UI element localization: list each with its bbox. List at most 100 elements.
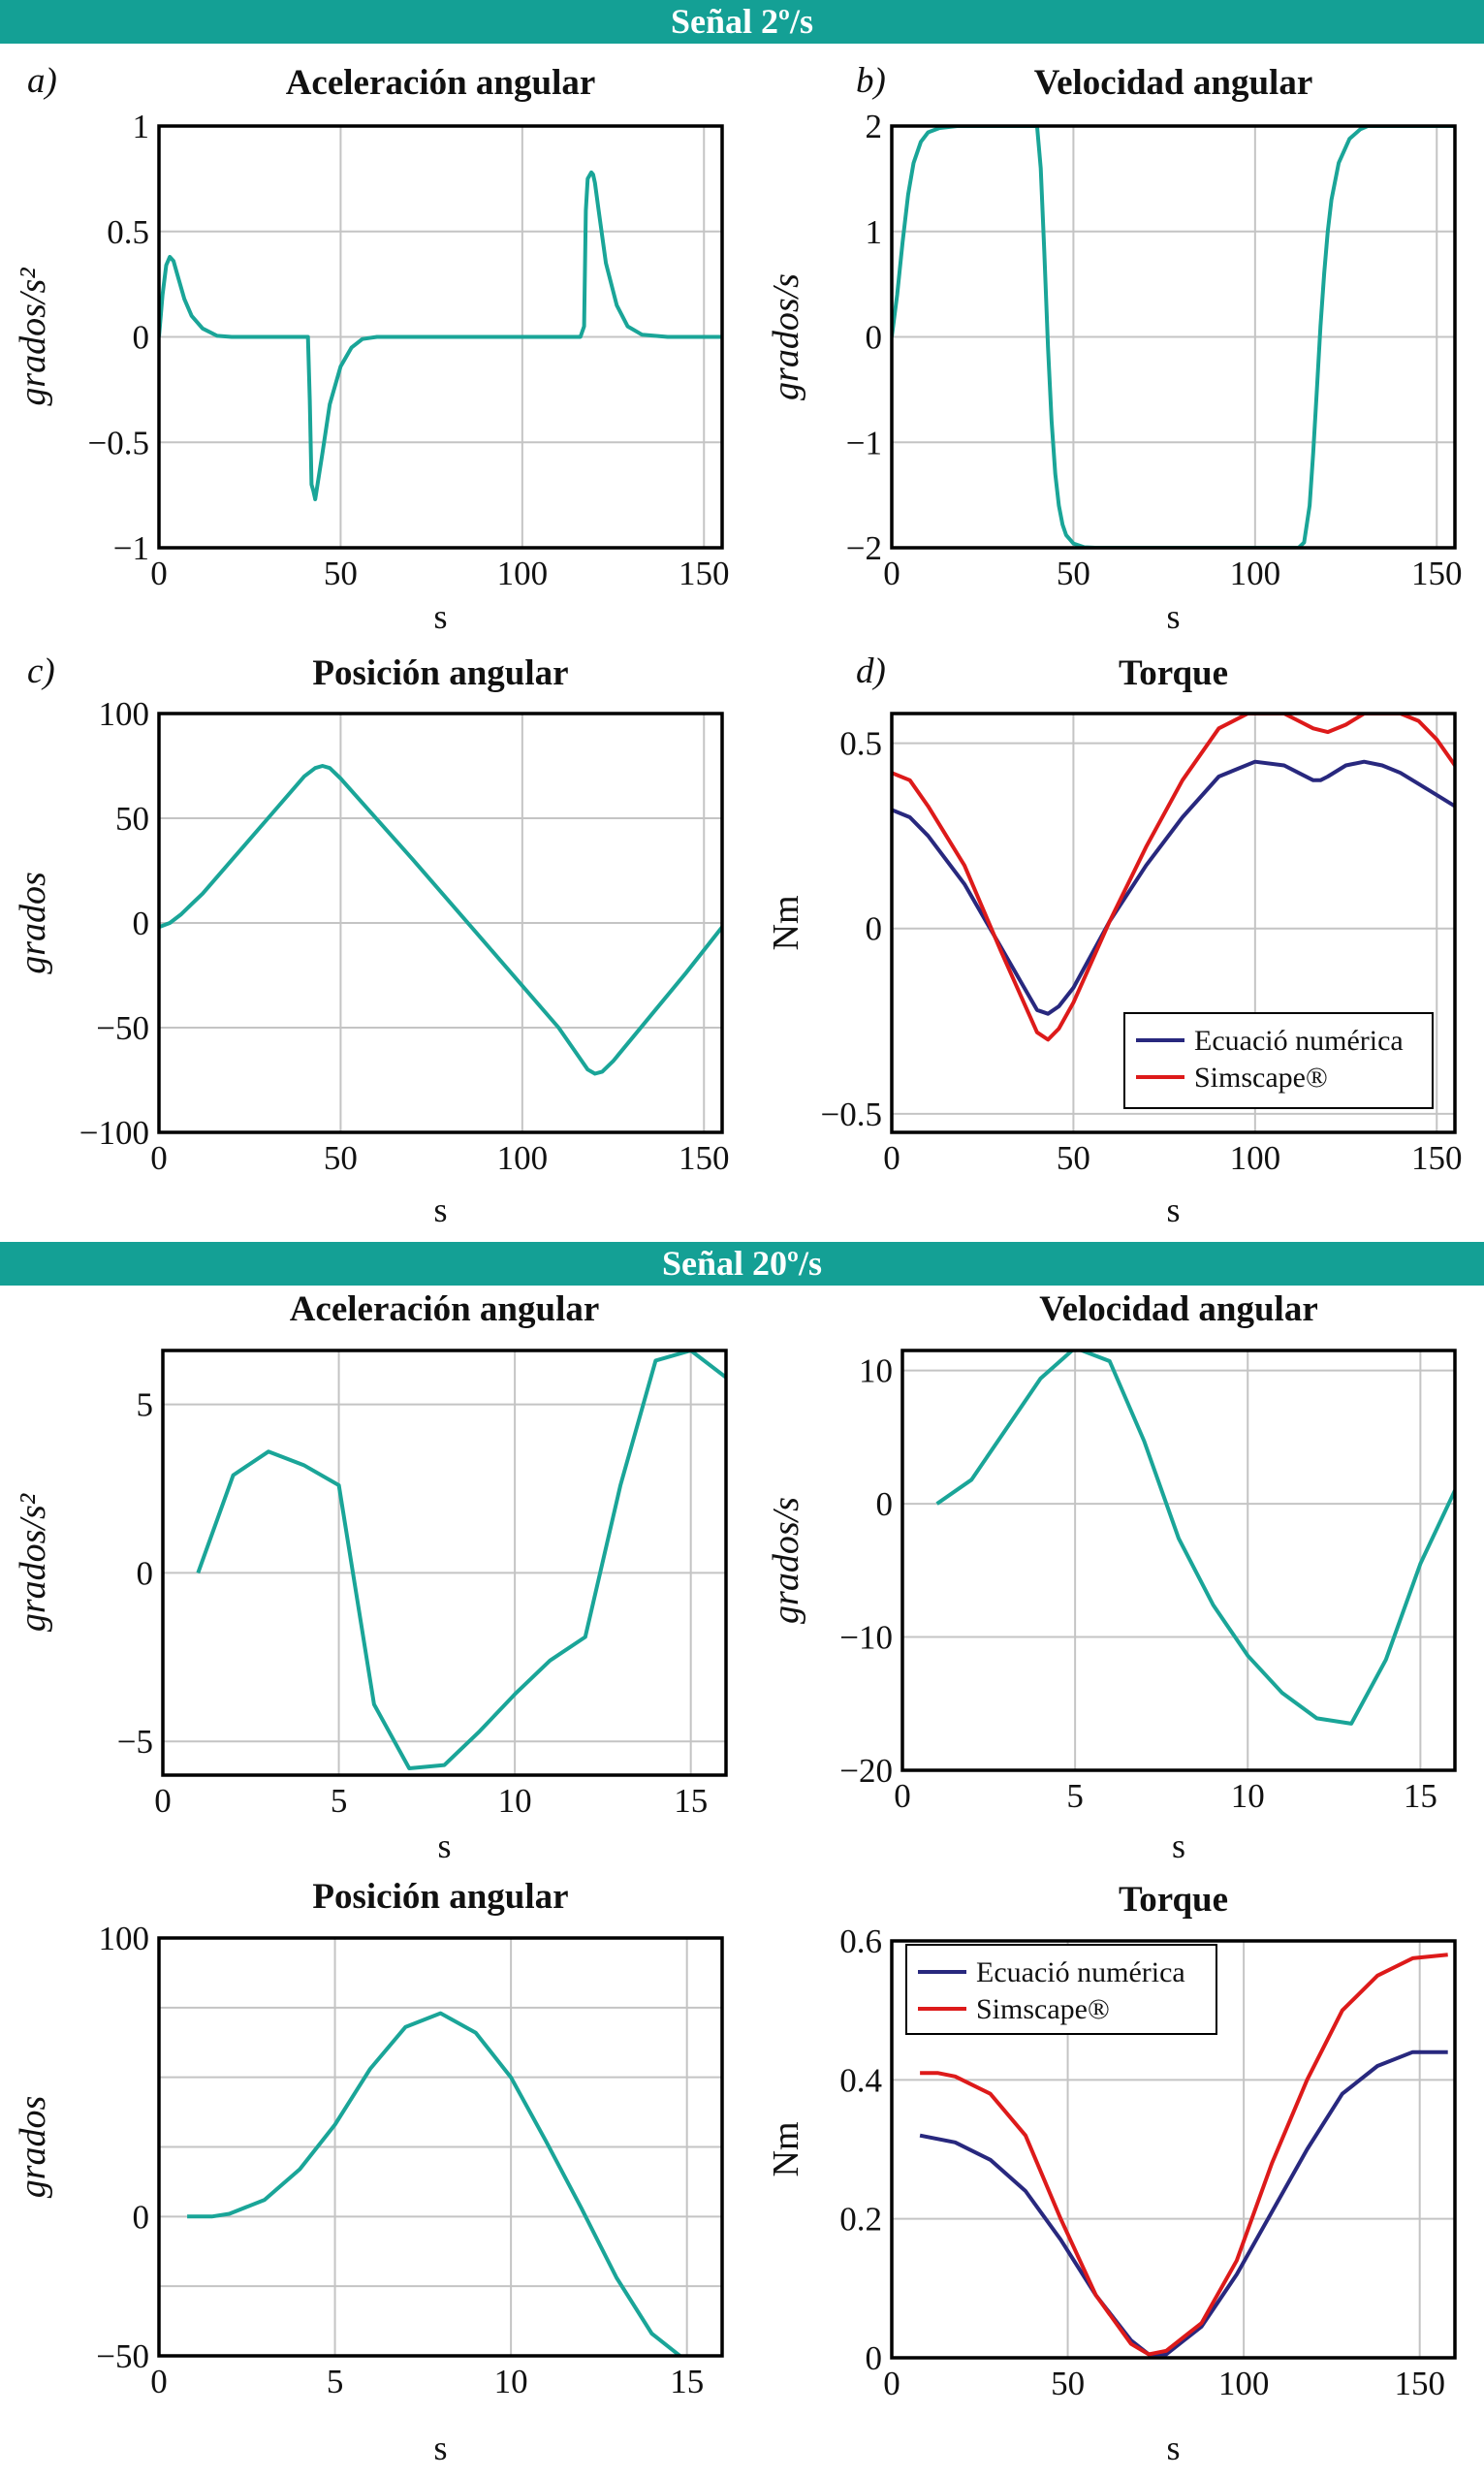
chart-title: Posición angular bbox=[312, 1877, 568, 1917]
plot-frame bbox=[157, 1936, 724, 2358]
chart-panel-torque-20: 0 50 100 150 0 0.2 0.4 0.6 Torque s Nm Ecuació numé… bbox=[766, 1880, 1457, 2467]
x-tick-label: 150 bbox=[1411, 1139, 1463, 1177]
x-tick-label: 5 bbox=[331, 1782, 348, 1820]
x-tick-label: 15 bbox=[1404, 1777, 1437, 1815]
x-tick-label: 0 bbox=[150, 1139, 168, 1177]
x-tick-label: 150 bbox=[679, 555, 730, 592]
x-tick-label: 100 bbox=[497, 1139, 549, 1177]
legend-box bbox=[1123, 1012, 1434, 1109]
panel-letter: b) bbox=[856, 61, 886, 101]
y-tick-label: 100 bbox=[99, 1920, 150, 1957]
plot-frame bbox=[890, 124, 1457, 550]
x-axis-label: s bbox=[1166, 1191, 1180, 1229]
y-tick-label: −100 bbox=[79, 1114, 149, 1152]
y-axis-label: grados/s² bbox=[13, 268, 53, 406]
series-line-0 bbox=[935, 1350, 1455, 1726]
x-tick-label: 0 bbox=[154, 1782, 172, 1820]
y-tick-label: 1 bbox=[133, 108, 150, 145]
y-tick-label: 0.4 bbox=[839, 2061, 882, 2099]
x-tick-label: 100 bbox=[497, 555, 549, 592]
x-axis-label: s bbox=[433, 2429, 447, 2467]
y-tick-label: −50 bbox=[96, 1009, 149, 1047]
x-tick-label: 0 bbox=[883, 2365, 900, 2402]
y-tick-label: 5 bbox=[137, 1386, 154, 1424]
x-axis-label: s bbox=[1166, 597, 1180, 636]
x-tick-label: 0 bbox=[883, 555, 900, 592]
y-axis-label: grados/s bbox=[766, 1497, 806, 1624]
legend-label: Simscape® bbox=[976, 1993, 1110, 2025]
y-tick-label: 100 bbox=[99, 695, 150, 733]
x-tick-label: 50 bbox=[1057, 555, 1090, 592]
y-tick-label: 2 bbox=[866, 108, 883, 145]
x-tick-label: 5 bbox=[1066, 1777, 1084, 1815]
x-axis-label: s bbox=[433, 597, 447, 636]
plot-frame bbox=[890, 1939, 1457, 2360]
x-tick-label: 150 bbox=[679, 1139, 730, 1177]
y-tick-label: −1 bbox=[113, 529, 149, 567]
x-axis-label: s bbox=[437, 1827, 451, 1865]
y-tick-label: −1 bbox=[846, 424, 882, 461]
x-tick-label: 50 bbox=[1057, 1139, 1090, 1177]
y-tick-label: 0 bbox=[137, 1554, 154, 1592]
chart-title: Aceleración angular bbox=[290, 1289, 600, 1329]
x-axis-label: s bbox=[1166, 2429, 1180, 2467]
y-axis-label: grados bbox=[13, 2096, 53, 2199]
chart-panel-b: 0 50 100 150 −2 −1 0 1 2 Velocidad angular b) s grad… bbox=[766, 61, 1463, 636]
chart-title: Velocidad angular bbox=[1039, 1289, 1318, 1329]
plot-frame bbox=[900, 1349, 1457, 1772]
x-tick-label: 0 bbox=[894, 1777, 911, 1815]
x-tick-label: 10 bbox=[494, 2363, 528, 2400]
legend-label: Ecuació numérica bbox=[1194, 1025, 1404, 1057]
series-line-0 bbox=[159, 170, 722, 501]
x-tick-label: 50 bbox=[324, 1139, 358, 1177]
chart-panel-vel-20: 0 5 10 15 −20 −10 0 10 Velocidad angular s grados/… bbox=[766, 1289, 1457, 1865]
x-tick-label: 50 bbox=[1051, 2365, 1085, 2402]
y-tick-label: 0.2 bbox=[839, 2201, 882, 2239]
y-tick-label: 1 bbox=[866, 213, 883, 251]
x-tick-label: 10 bbox=[1231, 1777, 1265, 1815]
series-line-0 bbox=[187, 2011, 683, 2356]
y-tick-label: 50 bbox=[115, 800, 149, 838]
plot-frame bbox=[157, 124, 724, 550]
x-tick-label: 150 bbox=[1394, 2365, 1445, 2402]
chart-title: Torque bbox=[1119, 653, 1228, 693]
y-axis-label: Nm bbox=[766, 896, 806, 951]
legend-label: Ecuació numérica bbox=[976, 1956, 1185, 1988]
legend-label: Simscape® bbox=[1194, 1062, 1328, 1094]
panel-letter: d) bbox=[856, 651, 886, 691]
x-axis-label: s bbox=[1172, 1827, 1185, 1865]
series-line-0 bbox=[196, 1350, 726, 1770]
x-tick-label: 15 bbox=[670, 2363, 704, 2400]
y-tick-label: 0 bbox=[876, 1485, 894, 1523]
panel-letter: a) bbox=[27, 61, 57, 101]
y-tick-label: 0.6 bbox=[839, 1922, 882, 1960]
y-tick-label: −10 bbox=[839, 1619, 893, 1657]
y-axis-label: grados bbox=[13, 872, 53, 974]
x-tick-label: 0 bbox=[150, 555, 168, 592]
y-axis-label: Nm bbox=[766, 2122, 806, 2177]
series-line-0 bbox=[892, 759, 1455, 1016]
x-tick-label: 10 bbox=[498, 1782, 532, 1820]
plot-frame bbox=[890, 712, 1457, 1134]
banner-signal-2: Señal 2º/s bbox=[0, 0, 1484, 44]
banner-signal-20: Señal 20º/s bbox=[0, 1242, 1484, 1286]
y-tick-label: −20 bbox=[839, 1752, 893, 1790]
series-line-0 bbox=[159, 764, 722, 1076]
chart-title: Torque bbox=[1119, 1880, 1228, 1920]
y-tick-label: 0 bbox=[866, 2339, 883, 2377]
legend-box bbox=[905, 1944, 1217, 2035]
y-tick-label: 0 bbox=[133, 319, 150, 357]
x-tick-label: 100 bbox=[1218, 2365, 1270, 2402]
y-tick-label: 0.5 bbox=[107, 213, 149, 251]
x-tick-label: 50 bbox=[324, 555, 358, 592]
x-axis-label: s bbox=[433, 1191, 447, 1229]
y-tick-label: 0 bbox=[133, 905, 150, 942]
chart-title: Velocidad angular bbox=[1034, 63, 1313, 103]
y-tick-label: −0.5 bbox=[88, 424, 150, 461]
y-tick-label: −5 bbox=[117, 1723, 153, 1761]
y-tick-label: 0 bbox=[866, 319, 883, 357]
plot-frame bbox=[161, 1349, 728, 1777]
y-tick-label: 0.5 bbox=[839, 725, 882, 763]
y-tick-label: −50 bbox=[96, 2337, 149, 2375]
